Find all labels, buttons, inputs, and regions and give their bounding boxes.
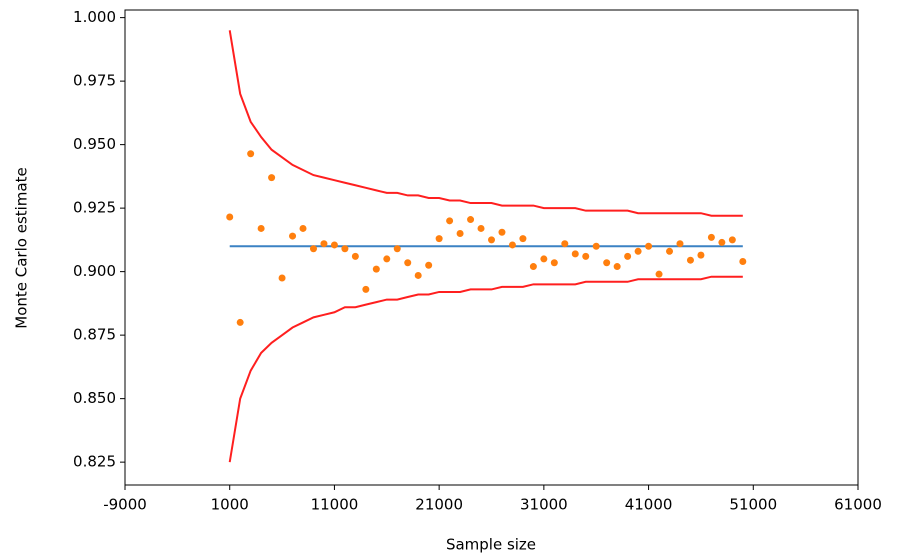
point <box>540 255 548 263</box>
point <box>697 251 705 259</box>
point <box>247 150 255 158</box>
point <box>676 240 684 248</box>
point <box>655 270 663 278</box>
plot-frame <box>124 9 859 486</box>
y-tick-label: 0.900 <box>73 262 116 280</box>
point <box>582 252 590 260</box>
point <box>309 245 317 253</box>
point <box>446 217 454 225</box>
point <box>372 265 380 273</box>
x-tick-label: 21000 <box>415 496 463 514</box>
point <box>341 245 349 253</box>
point <box>529 263 537 271</box>
point <box>299 224 307 232</box>
x-tick-label: 41000 <box>625 496 673 514</box>
point <box>508 241 516 249</box>
point <box>393 245 401 253</box>
point <box>634 247 642 255</box>
x-axis-label: Sample size <box>446 536 536 554</box>
point <box>488 236 495 244</box>
point <box>592 242 600 250</box>
x-tick-label: 11000 <box>311 496 359 514</box>
point <box>467 216 475 224</box>
point <box>624 252 632 260</box>
point <box>226 213 234 221</box>
point <box>289 232 297 240</box>
point <box>613 263 621 271</box>
line <box>228 30 743 217</box>
point <box>351 252 359 260</box>
y-tick-label: 0.950 <box>73 135 116 153</box>
point <box>561 240 569 248</box>
x-tick-label: 1000 <box>211 496 249 514</box>
point <box>603 259 611 267</box>
point <box>404 259 412 267</box>
point <box>707 233 715 241</box>
y-tick-label: 1.000 <box>73 8 116 26</box>
point <box>330 241 338 249</box>
y-tick-label: 0.925 <box>73 199 116 217</box>
point <box>477 224 485 232</box>
point <box>278 274 286 282</box>
point <box>383 255 391 263</box>
point <box>519 235 527 243</box>
point <box>456 230 464 238</box>
point <box>320 240 328 248</box>
x-tick-label: 61000 <box>834 496 882 514</box>
y-axis-label: Monte Carlo estimate <box>13 167 31 328</box>
line <box>228 275 743 463</box>
point <box>236 318 244 326</box>
point <box>728 236 736 244</box>
y-tick-label: 0.875 <box>73 326 116 344</box>
point <box>645 242 653 250</box>
point <box>550 259 558 267</box>
point <box>498 228 506 236</box>
y-tick-label: 0.850 <box>73 389 116 407</box>
point <box>435 235 443 243</box>
point <box>739 257 747 265</box>
point <box>571 250 579 258</box>
point <box>362 285 370 293</box>
y-tick-label: 0.825 <box>73 453 116 471</box>
y-tick-label: 0.975 <box>73 72 116 90</box>
point <box>666 247 674 255</box>
point <box>257 224 265 232</box>
x-tick-label: 31000 <box>520 496 568 514</box>
point <box>414 271 422 279</box>
point <box>718 238 726 246</box>
point <box>425 261 433 269</box>
point <box>686 256 694 264</box>
x-tick-label: -9000 <box>103 496 147 514</box>
x-tick-label: 51000 <box>729 496 777 514</box>
point <box>268 174 276 182</box>
